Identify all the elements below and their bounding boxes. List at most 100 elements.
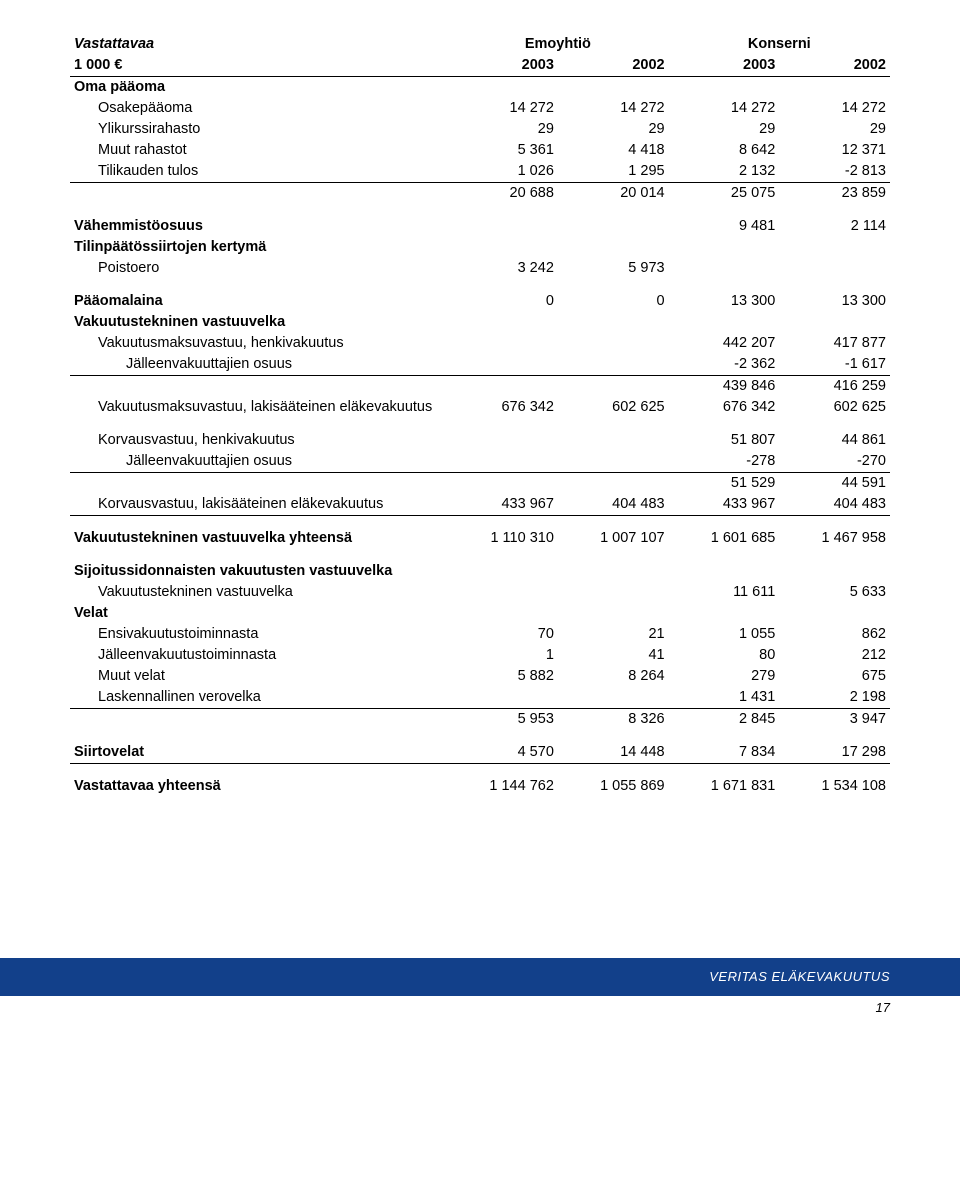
row-value: 433 967 (669, 494, 780, 516)
row-value: -278 (669, 451, 780, 473)
table-row: Vakuutustekninen vastuuvelka (70, 312, 890, 333)
row-value: 4 570 (447, 742, 558, 764)
table-row: Jälleenvakuutustoiminnasta14180212 (70, 645, 890, 666)
header-group-parent: Emoyhtiö (447, 34, 668, 55)
row-value (447, 582, 558, 603)
row-value: 11 611 (669, 582, 780, 603)
row-value: 80 (669, 645, 780, 666)
spacer-cell (70, 516, 890, 529)
table-row (70, 764, 890, 777)
row-value: 14 448 (558, 742, 669, 764)
row-value: 1 026 (447, 161, 558, 183)
row-value: 29 (779, 119, 890, 140)
row-label: Jälleenvakuuttajien osuus (70, 354, 447, 376)
row-value: 29 (558, 119, 669, 140)
row-value: 9 481 (669, 216, 780, 237)
row-value: 5 361 (447, 140, 558, 161)
table-row: Tilinpäätössiirtojen kertymä (70, 237, 890, 258)
row-value: 51 529 (669, 473, 780, 495)
row-value (447, 376, 558, 398)
row-value (447, 216, 558, 237)
table-row (70, 730, 890, 742)
row-value: 0 (447, 291, 558, 312)
header-year-3: 2003 (669, 55, 780, 77)
spacer-cell (70, 418, 890, 430)
row-value: 1 110 310 (447, 528, 558, 549)
row-label: Vastattavaa yhteensä (70, 776, 447, 797)
row-value: 5 953 (447, 709, 558, 731)
row-value: 1 144 762 (447, 776, 558, 797)
row-value: 2 132 (669, 161, 780, 183)
row-value (447, 77, 558, 99)
table-row: Jälleenvakuuttajien osuus-2 362-1 617 (70, 354, 890, 376)
row-value (558, 77, 669, 99)
row-value (558, 687, 669, 709)
row-value: 25 075 (669, 183, 780, 205)
row-value (558, 312, 669, 333)
spacer-cell (70, 730, 890, 742)
row-value: 14 272 (779, 98, 890, 119)
row-value: 1 (447, 645, 558, 666)
spacer-cell (70, 279, 890, 291)
row-value: 8 326 (558, 709, 669, 731)
row-label: Ensivakuutustoiminnasta (70, 624, 447, 645)
row-value: 1 007 107 (558, 528, 669, 549)
table-row: Korvausvastuu, henkivakuutus51 80744 861 (70, 430, 890, 451)
row-value (447, 430, 558, 451)
row-value: 70 (447, 624, 558, 645)
table-row (70, 549, 890, 561)
row-value (447, 354, 558, 376)
row-value: 2 114 (779, 216, 890, 237)
row-value: 41 (558, 645, 669, 666)
row-value (447, 451, 558, 473)
row-label: Siirtovelat (70, 742, 447, 764)
header-year-2: 2002 (558, 55, 669, 77)
row-label: Korvausvastuu, lakisääteinen eläkevakuut… (70, 494, 447, 516)
row-label: Oma pääoma (70, 77, 447, 99)
row-value: 602 625 (558, 397, 669, 418)
footer-brand: VERITAS ELÄKEVAKUUTUS (709, 969, 890, 984)
header-unit: 1 000 € (70, 55, 447, 77)
row-value (447, 561, 558, 582)
table-row: Ylikurssirahasto29292929 (70, 119, 890, 140)
row-value (558, 354, 669, 376)
row-value: 29 (669, 119, 780, 140)
row-value (558, 561, 669, 582)
row-value: 17 298 (779, 742, 890, 764)
row-label: Tilinpäätössiirtojen kertymä (70, 237, 447, 258)
row-value: 417 877 (779, 333, 890, 354)
header-year-1: 2003 (447, 55, 558, 77)
row-label: Tilikauden tulos (70, 161, 447, 183)
table-row: Ensivakuutustoiminnasta70211 055862 (70, 624, 890, 645)
row-value: 8 642 (669, 140, 780, 161)
table-row: Osakepääoma14 27214 27214 27214 272 (70, 98, 890, 119)
row-value: 23 859 (779, 183, 890, 205)
row-value: 14 272 (669, 98, 780, 119)
row-value (558, 430, 669, 451)
page-number: 17 (0, 996, 960, 1015)
row-label: Vakuutusmaksuvastuu, lakisääteinen eläke… (70, 397, 447, 418)
row-value: 14 272 (558, 98, 669, 119)
row-label (70, 473, 447, 495)
row-value: 1 055 (669, 624, 780, 645)
table-row: 51 52944 591 (70, 473, 890, 495)
row-value: 44 591 (779, 473, 890, 495)
header-year-4: 2002 (779, 55, 890, 77)
row-value: 1 431 (669, 687, 780, 709)
footer-bar: VERITAS ELÄKEVAKUUTUS (0, 958, 960, 996)
table-row: 20 68820 01425 07523 859 (70, 183, 890, 205)
row-value: 29 (447, 119, 558, 140)
row-label: Vakuutustekninen vastuuvelka (70, 312, 447, 333)
row-value: -1 617 (779, 354, 890, 376)
row-value: 602 625 (779, 397, 890, 418)
row-value: 12 371 (779, 140, 890, 161)
spacer-cell (70, 764, 890, 777)
row-label: Laskennallinen verovelka (70, 687, 447, 709)
row-value: 2 198 (779, 687, 890, 709)
row-value (558, 603, 669, 624)
table-row: Siirtovelat4 57014 4487 83417 298 (70, 742, 890, 764)
row-value: 5 882 (447, 666, 558, 687)
row-value: 212 (779, 645, 890, 666)
row-label (70, 709, 447, 731)
row-label: Muut velat (70, 666, 447, 687)
